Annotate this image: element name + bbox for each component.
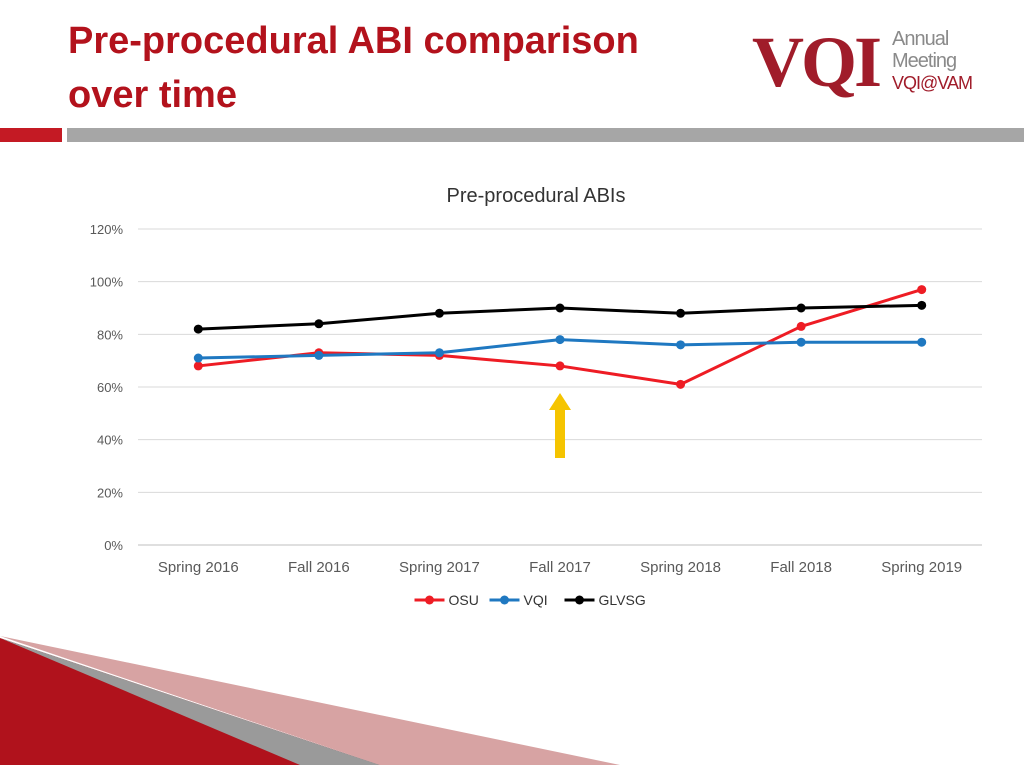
line-chart: Pre-procedural ABIs 0% 20% 40% 60% 80% 100% 120… (90, 185, 982, 608)
data-point-glvsg (314, 319, 324, 329)
x-tick-label: Spring 2017 (399, 559, 480, 576)
legend-swatch-marker-osu (425, 595, 434, 605)
x-tick-label: Spring 2019 (881, 559, 962, 576)
data-point-osu (917, 285, 927, 295)
x-tick-label: Fall 2016 (288, 559, 350, 576)
data-point-vqi (796, 337, 806, 347)
data-point-osu (555, 361, 565, 371)
y-tick-label: 40% (97, 433, 123, 448)
x-tick-label: Fall 2018 (770, 559, 832, 576)
logo-mark: VQI (752, 22, 882, 102)
footer-decoration (0, 636, 620, 765)
data-point-glvsg (796, 303, 806, 313)
logo-line-1: Annual (892, 28, 949, 50)
legend-swatch-marker-glvsg (575, 595, 584, 605)
footer-pink-swoosh (0, 636, 620, 765)
header-rule (67, 128, 1024, 142)
data-point-glvsg (193, 324, 203, 334)
legend-label-vqi: VQI (524, 592, 548, 608)
vqi-annual-meeting-logo: VQI Annual Meeting VQI@VAM (752, 24, 992, 104)
x-tick-label: Spring 2018 (640, 559, 721, 576)
data-point-osu (676, 379, 686, 389)
logo-line-2: Meeting (892, 50, 957, 72)
chart-title: Pre-procedural ABIs (447, 185, 626, 207)
legend-label-osu: OSU (449, 592, 479, 608)
legend-swatch-marker-vqi (500, 595, 509, 605)
annotation-arrow-shaft (555, 409, 565, 458)
header-rule-accent (0, 128, 62, 142)
data-point-vqi (676, 340, 686, 350)
annotation-arrow-head (549, 393, 571, 410)
y-tick-label: 20% (97, 485, 123, 500)
data-point-vqi (555, 335, 565, 345)
y-tick-label: 120% (90, 222, 124, 237)
data-point-vqi (434, 348, 444, 358)
data-point-osu (796, 321, 806, 331)
x-tick-label: Spring 2016 (158, 559, 239, 576)
data-point-glvsg (555, 303, 565, 313)
logo-line-3: VQI@VAM (892, 73, 973, 93)
x-tick-label: Fall 2017 (529, 559, 591, 576)
y-tick-label: 80% (97, 327, 123, 342)
data-point-glvsg (676, 308, 686, 318)
footer-gray-swoosh (0, 638, 380, 765)
data-point-vqi (917, 337, 927, 347)
legend-label-glvsg: GLVSG (599, 592, 646, 608)
slide-title: Pre-procedural ABI comparison over time (68, 20, 639, 116)
y-tick-label: 0% (104, 538, 123, 553)
y-tick-label: 100% (90, 275, 124, 290)
y-tick-label: 60% (97, 380, 123, 395)
data-point-vqi (193, 353, 203, 363)
data-point-vqi (314, 350, 324, 360)
data-point-glvsg (434, 308, 444, 318)
data-point-glvsg (917, 300, 927, 310)
data-point-osu (193, 361, 203, 371)
